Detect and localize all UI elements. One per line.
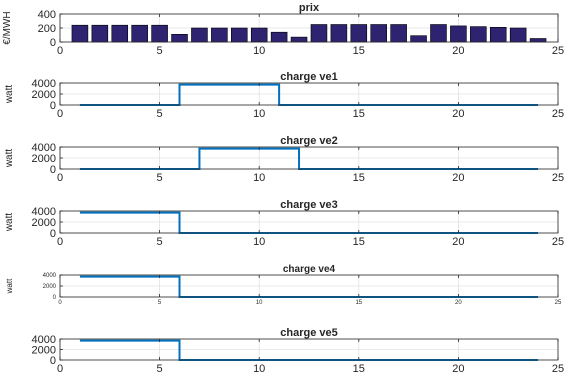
x-tick-label: 15: [353, 236, 365, 248]
x-tick-label: 25: [552, 363, 564, 375]
y-tick-label: 0: [50, 100, 56, 112]
y-axis-label: watt: [4, 149, 15, 169]
x-tick-label: 10: [253, 236, 265, 248]
x-tick-label: 25: [552, 108, 564, 120]
y-tick-label: 0: [50, 164, 56, 176]
bar: [509, 27, 527, 43]
x-tick-label: 10: [253, 172, 265, 184]
x-tick-label: 25: [552, 236, 564, 248]
bar: [171, 33, 188, 43]
y-tick-label: 2000: [32, 217, 56, 229]
bar: [489, 26, 507, 43]
bar: [310, 24, 328, 43]
x-tick-label: 20: [455, 300, 462, 306]
bar: [111, 24, 129, 43]
y-tick-label: 400: [38, 9, 56, 21]
y-tick-label: 0: [50, 228, 56, 240]
x-tick-label: 25: [552, 45, 564, 57]
y-axis-label: €/MWH: [2, 11, 13, 44]
y-tick-label: 0: [53, 295, 57, 301]
subplot-title: prix: [299, 2, 320, 14]
x-tick-label: 15: [353, 363, 365, 375]
bar: [191, 27, 208, 43]
bar: [131, 24, 148, 43]
x-tick-label: 5: [158, 300, 162, 306]
x-tick-label: 0: [57, 108, 63, 120]
x-tick-label: 0: [57, 363, 63, 375]
y-tick-label: 2000: [32, 89, 56, 101]
y-tick-label: 0: [50, 355, 56, 367]
x-tick-label: 20: [452, 45, 464, 57]
x-tick-label: 5: [157, 45, 163, 57]
x-tick-label: 5: [157, 363, 163, 375]
subplot-5: 0 5 10 15 20 25 0 2000 4000 charge ve4 watt: [5, 264, 562, 306]
x-tick-label: 0: [57, 45, 63, 57]
bar: [430, 24, 447, 43]
y-axis-label: watt: [5, 278, 14, 294]
x-tick-label: 5: [157, 236, 163, 248]
x-tick-label: 0: [58, 300, 62, 306]
x-tick-label: 20: [452, 172, 464, 184]
y-tick-label: 2000: [43, 284, 57, 290]
bar: [529, 38, 547, 43]
bar: [370, 24, 387, 43]
subplot-title: charge ve5: [280, 327, 337, 339]
y-tick-label: 200: [38, 23, 56, 35]
y-tick-label: 0: [50, 37, 56, 49]
y-tick-label: 2000: [32, 344, 56, 356]
x-tick-label: 15: [355, 300, 362, 306]
subplot-title: charge ve2: [280, 135, 337, 147]
subplot-title: charge ve4: [283, 264, 336, 275]
x-tick-label: 25: [555, 300, 562, 306]
x-tick-label: 10: [253, 363, 265, 375]
bar: [91, 24, 109, 43]
bar: [330, 24, 348, 43]
x-tick-label: 5: [157, 172, 163, 184]
y-tick-label: 4000: [32, 78, 56, 90]
subplot-title: charge ve3: [280, 199, 337, 211]
x-tick-label: 10: [256, 300, 263, 306]
subplot-title: charge ve1: [280, 71, 337, 83]
bar: [231, 27, 248, 43]
x-tick-label: 20: [452, 108, 464, 120]
bar: [270, 31, 288, 43]
y-tick-label: 2000: [32, 153, 56, 165]
x-tick-label: 10: [253, 108, 265, 120]
y-axis-label: watt: [4, 213, 15, 233]
y-tick-label: 4000: [43, 273, 57, 279]
y-tick-label: 4000: [32, 142, 56, 154]
x-tick-label: 20: [452, 236, 464, 248]
bar: [470, 26, 487, 43]
bar: [290, 36, 308, 43]
x-tick-label: 10: [253, 45, 265, 57]
y-tick-label: 4000: [32, 334, 56, 346]
x-tick-label: 0: [57, 236, 63, 248]
bar: [211, 27, 228, 43]
bar: [410, 35, 427, 43]
y-axis-label: watt: [4, 85, 15, 105]
x-tick-label: 25: [552, 172, 564, 184]
bar: [390, 24, 407, 43]
y-tick-label: 4000: [32, 206, 56, 218]
x-tick-label: 15: [353, 108, 365, 120]
x-tick-label: 15: [353, 172, 365, 184]
bar: [71, 24, 89, 43]
x-tick-label: 15: [353, 45, 365, 57]
x-tick-label: 5: [157, 108, 163, 120]
x-tick-label: 0: [57, 172, 63, 184]
x-tick-label: 20: [452, 363, 464, 375]
